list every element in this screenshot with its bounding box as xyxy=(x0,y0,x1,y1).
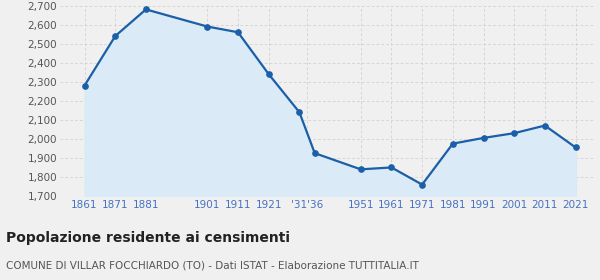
Text: Popolazione residente ai censimenti: Popolazione residente ai censimenti xyxy=(6,231,290,245)
Text: COMUNE DI VILLAR FOCCHIARDO (TO) - Dati ISTAT - Elaborazione TUTTITALIA.IT: COMUNE DI VILLAR FOCCHIARDO (TO) - Dati … xyxy=(6,260,419,270)
